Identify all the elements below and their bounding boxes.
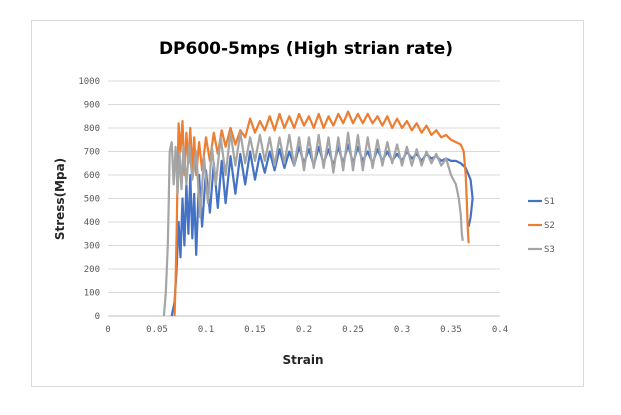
legend-label-s1: S1 [544, 197, 555, 207]
y-tick-label: 700 [84, 148, 100, 158]
series-line-s2 [173, 110, 470, 317]
y-tick-label: 1000 [78, 77, 100, 87]
y-tick-label: 500 [84, 195, 100, 205]
x-tick-label: 0 [105, 325, 110, 335]
series-line-s3 [162, 131, 464, 317]
y-axis-ticks: 0 100 200 300 400 500 600 700 800 900 1000 [78, 77, 100, 322]
y-tick-label: 300 [84, 242, 100, 252]
legend: S1 S2 S3 [528, 197, 555, 255]
y-tick-label: 400 [84, 218, 100, 228]
chart-frame: DP600-5mps (High strian rate) 0 100 200 300… [31, 20, 584, 387]
x-tick-label: 0.35 [440, 325, 462, 335]
x-tick-label: 0.1 [198, 325, 214, 335]
x-axis-ticks: 0 0.05 0.1 0.15 0.2 0.25 0.3 0.35 0.4 [105, 325, 508, 335]
legend-label-s3: S3 [544, 245, 555, 255]
x-tick-label: 0.3 [394, 325, 410, 335]
series-lines [162, 110, 474, 317]
y-tick-label: 600 [84, 171, 100, 181]
x-tick-label: 0.05 [146, 325, 168, 335]
y-tick-label: 0 [95, 312, 100, 322]
chart-title: DP600-5mps (High strian rate) [159, 39, 453, 59]
x-tick-label: 0.2 [296, 325, 312, 335]
x-tick-label: 0.4 [492, 325, 508, 335]
y-axis-title: Stress(Mpa) [53, 158, 67, 240]
y-tick-label: 900 [84, 101, 100, 111]
legend-label-s2: S2 [544, 221, 555, 231]
y-tick-label: 200 [84, 265, 100, 275]
line-chart: DP600-5mps (High strian rate) 0 100 200 300… [53, 39, 555, 367]
x-tick-label: 0.25 [342, 325, 364, 335]
x-axis-title: Strain [282, 353, 323, 367]
y-tick-label: 100 [84, 289, 100, 299]
y-tick-label: 800 [84, 124, 100, 134]
x-tick-label: 0.15 [244, 325, 266, 335]
